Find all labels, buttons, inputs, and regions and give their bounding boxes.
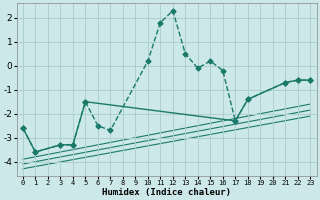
X-axis label: Humidex (Indice chaleur): Humidex (Indice chaleur) — [102, 188, 231, 197]
